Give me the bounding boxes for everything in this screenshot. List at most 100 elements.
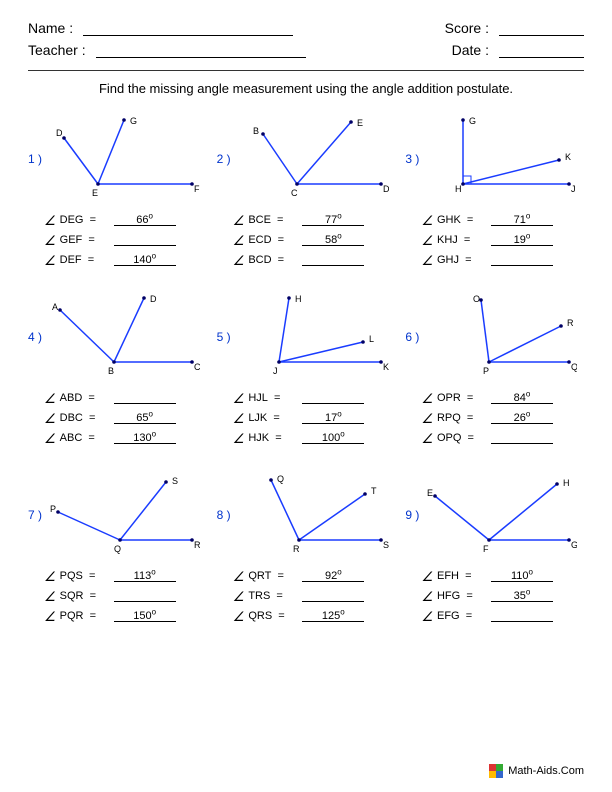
logo-icon (489, 764, 503, 778)
answer-line[interactable] (491, 608, 553, 622)
angle-icon: ∠ (233, 215, 245, 226)
angle-name: SQR = (60, 590, 108, 602)
header-row-2: Teacher : Date : (28, 42, 584, 58)
answer-block: ∠EFH =110o∠HFG =35o∠EFG = (421, 568, 584, 628)
teacher-line[interactable] (96, 42, 306, 58)
answer-row: ∠LJK =17o (233, 410, 396, 424)
answer-row: ∠RPQ =26o (421, 410, 584, 424)
problem-number: 7 ) (28, 470, 50, 522)
answer-value: 66o (136, 214, 153, 226)
angle-name: TRS = (248, 590, 296, 602)
problem-number: 5 ) (217, 292, 239, 344)
svg-text:J: J (273, 366, 278, 376)
angle-name: PQS = (60, 570, 108, 582)
problem-number: 9 ) (405, 470, 427, 522)
answer-row: ∠OPR =84o (421, 390, 584, 404)
svg-text:L: L (369, 334, 374, 344)
svg-text:A: A (52, 302, 58, 312)
answer-row: ∠HJK =100o (233, 430, 396, 444)
angle-name: ECD = (248, 234, 296, 246)
problem: 4 )ADBC∠ABD =∠DBC =65o∠ABC =130o (28, 292, 207, 450)
angle-icon: ∠ (233, 235, 245, 246)
angle-icon: ∠ (233, 255, 245, 266)
answer-value: 110o (511, 570, 533, 582)
answer-line[interactable]: 92o (302, 568, 364, 582)
answer-line[interactable]: 140o (114, 252, 176, 266)
date-line[interactable] (499, 42, 584, 58)
svg-text:B: B (108, 366, 114, 376)
problem: 1 )DGEF∠DEG =66o∠GEF =∠DEF =140o (28, 114, 207, 272)
angle-icon: ∠ (233, 571, 245, 582)
answer-line[interactable] (491, 430, 553, 444)
answer-line[interactable] (114, 232, 176, 246)
answer-line[interactable]: 17o (302, 410, 364, 424)
svg-text:P: P (50, 504, 56, 514)
svg-text:C: C (194, 362, 200, 372)
answer-block: ∠PQS =113o∠SQR =∠PQR =150o (44, 568, 207, 628)
svg-text:G: G (130, 116, 137, 126)
date-label: Date : (452, 42, 489, 58)
angle-icon: ∠ (233, 393, 245, 404)
answer-line[interactable] (114, 588, 176, 602)
angle-diagram: QTRS (239, 470, 389, 560)
angle-name: HJK = (248, 432, 296, 444)
answer-line[interactable] (302, 588, 364, 602)
answer-line[interactable]: 100o (302, 430, 364, 444)
answer-line[interactable]: 66o (114, 212, 176, 226)
angle-name: QRT = (248, 570, 296, 582)
answer-block: ∠BCE =77o∠ECD =58o∠BCD = (233, 212, 396, 272)
answer-line[interactable] (302, 390, 364, 404)
svg-text:E: E (92, 188, 98, 198)
svg-text:S: S (383, 540, 389, 550)
angle-icon: ∠ (44, 235, 56, 246)
answer-line[interactable]: 84o (491, 390, 553, 404)
angle-icon: ∠ (421, 413, 433, 424)
answer-line[interactable]: 110o (491, 568, 553, 582)
answer-row: ∠BCE =77o (233, 212, 396, 226)
answer-row: ∠DEG =66o (44, 212, 207, 226)
angle-name: QRS = (248, 610, 296, 622)
answer-line[interactable]: 125o (302, 608, 364, 622)
problem-grid: 1 )DGEF∠DEG =66o∠GEF =∠DEF =140o2 )BECD∠… (28, 114, 584, 628)
answer-line[interactable]: 150o (114, 608, 176, 622)
score-line[interactable] (499, 20, 584, 36)
answer-row: ∠ABD = (44, 390, 207, 404)
svg-text:R: R (293, 544, 300, 554)
name-line[interactable] (83, 20, 293, 36)
name-label: Name : (28, 20, 73, 36)
answer-value: 113o (134, 570, 156, 582)
answer-line[interactable]: 26o (491, 410, 553, 424)
answer-line[interactable]: 19o (491, 232, 553, 246)
angle-icon: ∠ (421, 591, 433, 602)
answer-row: ∠QRT = 92o (233, 568, 396, 582)
answer-value: 140o (133, 254, 156, 266)
answer-line[interactable]: 130o (114, 430, 176, 444)
angle-icon: ∠ (44, 393, 56, 404)
angle-name: GEF = (60, 234, 108, 246)
angle-icon: ∠ (44, 413, 56, 424)
angle-name: GHJ = (437, 254, 485, 266)
angle-icon: ∠ (233, 413, 245, 424)
svg-text:D: D (383, 184, 389, 194)
svg-text:S: S (172, 476, 178, 486)
answer-line[interactable] (302, 252, 364, 266)
angle-diagram: EHFG (427, 470, 577, 560)
answer-line[interactable]: 35o (491, 588, 553, 602)
answer-line[interactable] (491, 252, 553, 266)
instructions: Find the missing angle measurement using… (28, 81, 584, 96)
angle-name: DEG = (60, 214, 108, 226)
answer-line[interactable]: 113o (114, 568, 176, 582)
answer-line[interactable]: 58o (302, 232, 364, 246)
svg-text:Q: Q (114, 544, 121, 554)
answer-line[interactable]: 71o (491, 212, 553, 226)
answer-value: 35o (514, 590, 531, 602)
answer-line[interactable]: 65o (114, 410, 176, 424)
answer-row: ∠TRS = (233, 588, 396, 602)
answer-line[interactable]: 77o (302, 212, 364, 226)
problem: 9 )EHFG∠EFH =110o∠HFG =35o∠EFG = (405, 470, 584, 628)
answer-value: 65o (136, 412, 153, 424)
score-field: Score : (445, 20, 584, 36)
answer-line[interactable] (114, 390, 176, 404)
angle-icon: ∠ (421, 235, 433, 246)
answer-value: 130o (133, 432, 156, 444)
